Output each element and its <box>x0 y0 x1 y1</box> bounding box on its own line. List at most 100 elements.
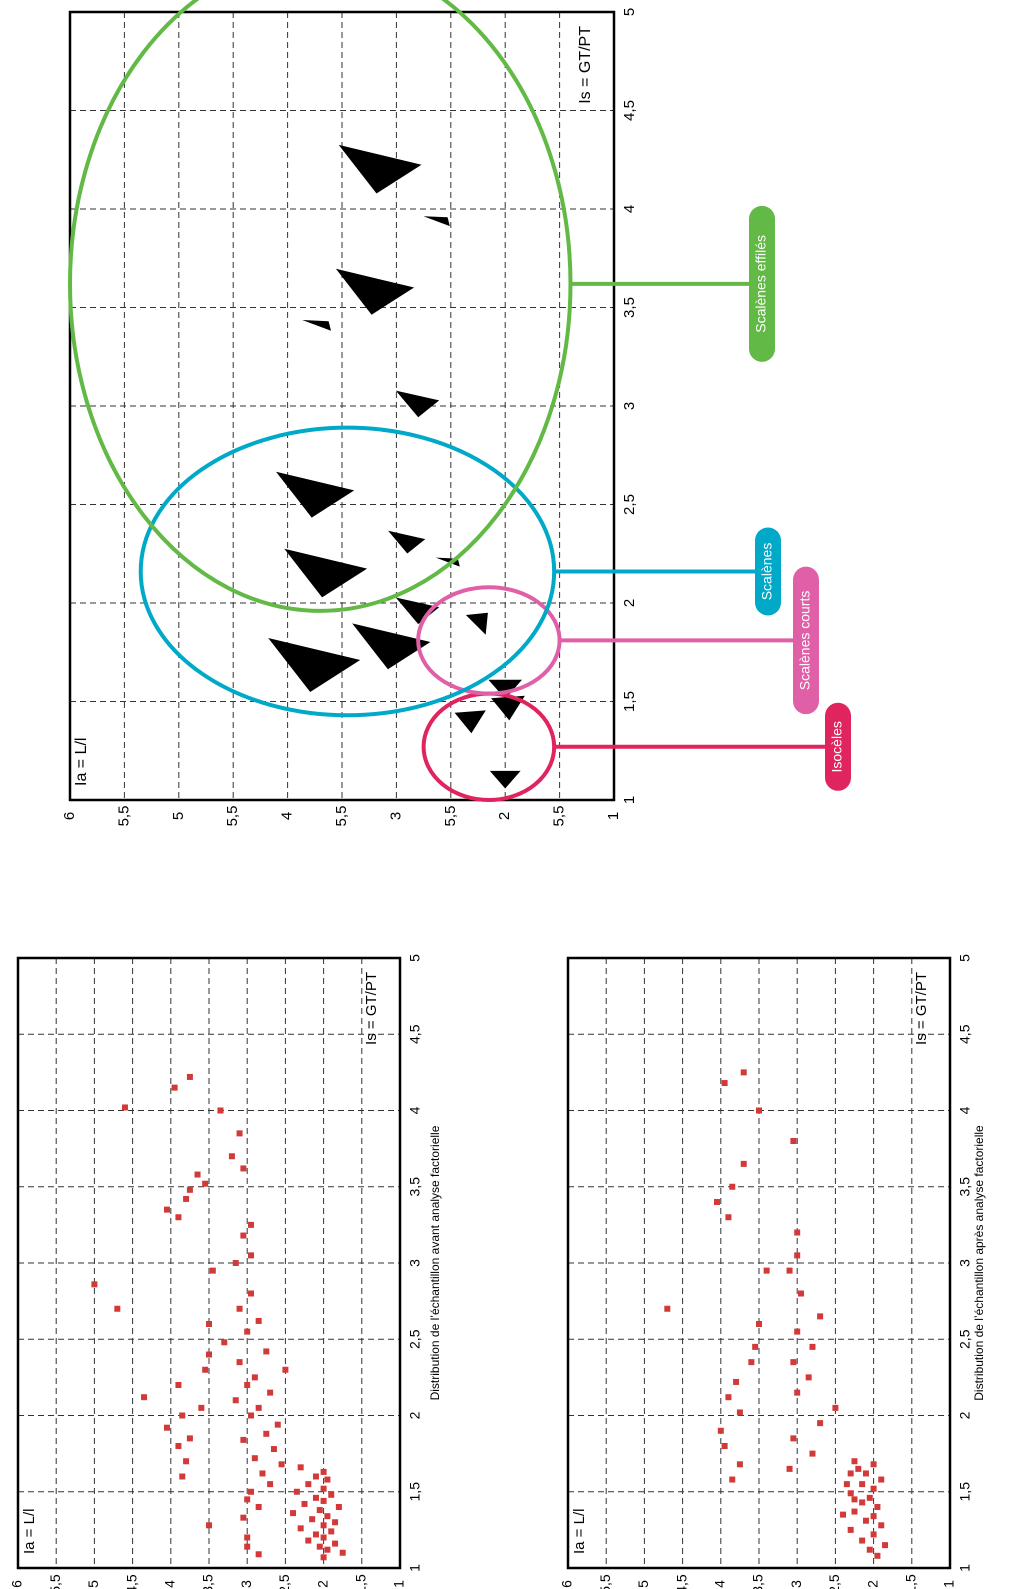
data-point <box>843 1481 850 1488</box>
data-point <box>312 1473 319 1480</box>
is-tick-label: 3,5 <box>407 1177 423 1197</box>
data-point <box>171 1084 178 1091</box>
data-point <box>248 1221 255 1228</box>
group-label-pill <box>749 205 775 362</box>
group-label-pill <box>755 527 781 616</box>
data-point <box>232 1397 239 1404</box>
data-point <box>713 1199 720 1205</box>
is-tick-label: 1 <box>957 1564 973 1572</box>
data-point <box>817 1420 824 1427</box>
is-tick-label: 2 <box>957 1411 973 1419</box>
is-tick-label: 4 <box>407 1106 423 1114</box>
data-point <box>851 1496 858 1503</box>
data-point <box>840 1511 847 1518</box>
data-point <box>870 1513 877 1520</box>
lithic-triangle <box>395 390 440 418</box>
is-tick-label: 4 <box>957 1106 973 1114</box>
data-point <box>267 1481 274 1488</box>
data-point <box>870 1531 877 1538</box>
data-point <box>209 1267 216 1274</box>
data-point <box>194 1171 201 1178</box>
data-point <box>851 1508 858 1515</box>
data-point <box>870 1485 877 1492</box>
data-point <box>282 1366 289 1373</box>
data-point <box>198 1404 205 1411</box>
data-point <box>786 1465 793 1472</box>
data-point <box>882 1542 889 1549</box>
data-point <box>328 1528 335 1535</box>
data-point <box>859 1499 866 1506</box>
data-point <box>179 1473 186 1480</box>
data-point <box>312 1494 319 1501</box>
data-point <box>186 1435 193 1442</box>
data-point <box>320 1485 327 1492</box>
group-label: Scalènes <box>759 543 775 601</box>
data-point <box>866 1494 873 1501</box>
data-point <box>236 1305 243 1312</box>
data-point <box>240 1514 247 1521</box>
data-point <box>248 1488 255 1495</box>
ia-tick-label: 3,5 <box>750 1574 766 1589</box>
data-point <box>798 1290 805 1297</box>
x-axis-label: Is = GT/PT <box>363 972 380 1045</box>
data-point <box>740 1069 747 1076</box>
data-point <box>874 1504 881 1510</box>
data-point <box>255 1404 262 1411</box>
ia-tick-label: 5 <box>635 1580 651 1588</box>
lithic-triangle <box>284 548 368 598</box>
data-point <box>186 1186 193 1193</box>
data-point <box>851 1458 858 1465</box>
data-point <box>324 1476 331 1483</box>
data-point <box>324 1546 331 1553</box>
data-point <box>278 1461 285 1468</box>
data-point <box>141 1394 148 1401</box>
group-label-pill <box>825 702 851 791</box>
ia-tick-label: 1,5 <box>903 1574 919 1589</box>
data-point <box>186 1073 193 1080</box>
data-point <box>255 1504 262 1510</box>
ia-tick-label: 2 <box>496 812 513 820</box>
data-point <box>259 1470 266 1477</box>
lithic-triangle <box>423 216 450 227</box>
lithic-triangle <box>276 471 355 518</box>
classification-chart: 1 1,5 2 2,5 3 3,5 4 4,5 5 1 5,5 2 5,5 3 5,5 4 5,5 5 5,5 6 Ia… <box>61 0 851 826</box>
data-point <box>870 1461 877 1468</box>
data-point <box>217 1107 224 1114</box>
ia-tick-label: 3,5 <box>200 1574 216 1589</box>
data-point <box>248 1412 255 1419</box>
group-ellipse <box>421 691 557 802</box>
data-point <box>859 1537 866 1544</box>
data-point <box>725 1214 732 1221</box>
data-point <box>740 1160 747 1167</box>
data-point <box>175 1443 182 1449</box>
data-point <box>316 1507 323 1514</box>
ia-tick-label: 6 <box>61 812 78 820</box>
data-point <box>202 1180 209 1187</box>
is-tick-label: 4,5 <box>621 100 638 121</box>
data-point <box>794 1229 801 1236</box>
data-point <box>832 1404 839 1411</box>
data-point <box>763 1267 770 1274</box>
group-label: Scalènes courts <box>797 591 813 691</box>
data-point <box>320 1554 327 1561</box>
ia-tick-label: 1 <box>605 812 622 820</box>
data-point <box>855 1465 862 1472</box>
lithic-triangle <box>352 623 431 670</box>
ia-tick-label: 5 <box>170 812 187 820</box>
data-point <box>206 1321 212 1327</box>
lithic-triangle <box>454 710 486 734</box>
data-point <box>163 1206 170 1213</box>
chart-caption: Distribution de l’échantillon avant anal… <box>428 1125 442 1400</box>
data-point <box>179 1412 186 1419</box>
is-tick-label: 1 <box>621 796 638 804</box>
data-point <box>736 1461 743 1468</box>
data-point <box>752 1343 759 1350</box>
data-point <box>309 1516 316 1523</box>
y-axis-label: Ia = L/l <box>21 1509 38 1554</box>
data-point <box>324 1513 331 1520</box>
data-point <box>721 1080 728 1087</box>
x-axis-label: Is = GT/PT <box>913 972 930 1045</box>
ia-tick-label: 3 <box>238 1580 254 1588</box>
data-point <box>114 1305 121 1312</box>
data-point <box>263 1430 270 1437</box>
